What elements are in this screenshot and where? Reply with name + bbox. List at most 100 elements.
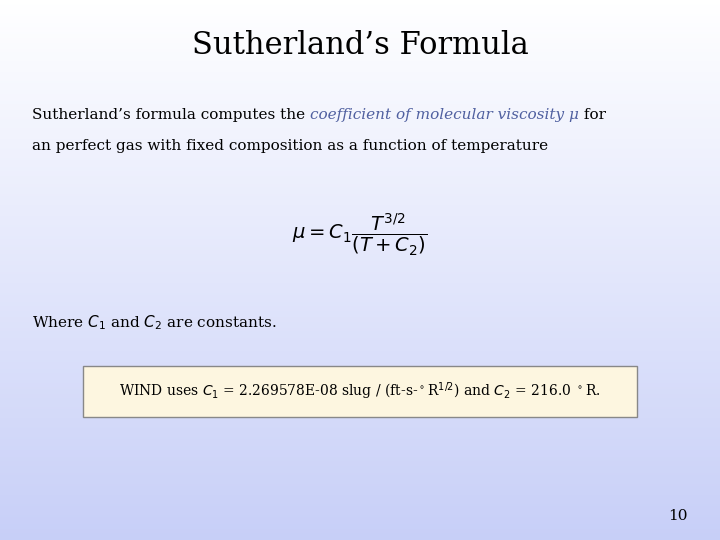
- Bar: [0, 493, 720, 495]
- Bar: [0, 367, 720, 369]
- Bar: [0, 360, 720, 362]
- Bar: [0, 376, 720, 378]
- Bar: [0, 425, 720, 427]
- Bar: [0, 61, 720, 63]
- Bar: [0, 461, 720, 463]
- Bar: [0, 301, 720, 302]
- Bar: [0, 218, 720, 220]
- Bar: [0, 221, 720, 223]
- Bar: [0, 4, 720, 5]
- Bar: [0, 328, 720, 329]
- Bar: [0, 140, 720, 142]
- Bar: [0, 272, 720, 274]
- Bar: [0, 497, 720, 498]
- Bar: [0, 383, 720, 385]
- Bar: [0, 93, 720, 96]
- Bar: [0, 76, 720, 77]
- Bar: [0, 410, 720, 412]
- Bar: [0, 509, 720, 511]
- Bar: [0, 290, 720, 292]
- Text: Sutherland’s formula computes the: Sutherland’s formula computes the: [32, 108, 310, 122]
- FancyBboxPatch shape: [83, 366, 637, 417]
- Bar: [0, 56, 720, 58]
- Text: 10: 10: [668, 509, 688, 523]
- Bar: [0, 49, 720, 50]
- Bar: [0, 484, 720, 486]
- Bar: [0, 448, 720, 450]
- Bar: [0, 457, 720, 459]
- Bar: [0, 297, 720, 299]
- Bar: [0, 205, 720, 207]
- Bar: [0, 275, 720, 277]
- Bar: [0, 65, 720, 66]
- Bar: [0, 38, 720, 39]
- Bar: [0, 63, 720, 65]
- Bar: [0, 106, 720, 108]
- Bar: [0, 126, 720, 128]
- Bar: [0, 268, 720, 270]
- Bar: [0, 430, 720, 432]
- Bar: [0, 66, 720, 69]
- Bar: [0, 520, 720, 522]
- Bar: [0, 491, 720, 493]
- Bar: [0, 488, 720, 490]
- Bar: [0, 320, 720, 322]
- Bar: [0, 524, 720, 525]
- Bar: [0, 274, 720, 275]
- Bar: [0, 45, 720, 47]
- Bar: [0, 169, 720, 171]
- Bar: [0, 252, 720, 254]
- Bar: [0, 495, 720, 497]
- Bar: [0, 239, 720, 241]
- Bar: [0, 417, 720, 420]
- Bar: [0, 31, 720, 32]
- Bar: [0, 282, 720, 285]
- Bar: [0, 344, 720, 346]
- Bar: [0, 506, 720, 508]
- Bar: [0, 428, 720, 430]
- Bar: [0, 389, 720, 390]
- Bar: [0, 336, 720, 339]
- Bar: [0, 137, 720, 139]
- Bar: [0, 378, 720, 380]
- Bar: [0, 194, 720, 196]
- Bar: [0, 513, 720, 515]
- Bar: [0, 112, 720, 113]
- Bar: [0, 380, 720, 382]
- Bar: [0, 382, 720, 383]
- Bar: [0, 511, 720, 513]
- Bar: [0, 0, 720, 2]
- Bar: [0, 131, 720, 133]
- Bar: [0, 443, 720, 444]
- Bar: [0, 247, 720, 248]
- Bar: [0, 533, 720, 535]
- Bar: [0, 258, 720, 259]
- Bar: [0, 97, 720, 99]
- Bar: [0, 455, 720, 457]
- Bar: [0, 308, 720, 309]
- Bar: [0, 54, 720, 56]
- Bar: [0, 236, 720, 238]
- Bar: [0, 394, 720, 396]
- Bar: [0, 207, 720, 209]
- Bar: [0, 209, 720, 211]
- Bar: [0, 11, 720, 12]
- Bar: [0, 193, 720, 194]
- Bar: [0, 420, 720, 421]
- Bar: [0, 421, 720, 423]
- Bar: [0, 315, 720, 317]
- Bar: [0, 178, 720, 180]
- Bar: [0, 454, 720, 455]
- Bar: [0, 263, 720, 265]
- Bar: [0, 104, 720, 106]
- Bar: [0, 200, 720, 201]
- Bar: [0, 266, 720, 268]
- Bar: [0, 326, 720, 328]
- Bar: [0, 518, 720, 520]
- Bar: [0, 347, 720, 349]
- Bar: [0, 216, 720, 218]
- Bar: [0, 427, 720, 428]
- Bar: [0, 162, 720, 164]
- Bar: [0, 504, 720, 506]
- Bar: [0, 439, 720, 441]
